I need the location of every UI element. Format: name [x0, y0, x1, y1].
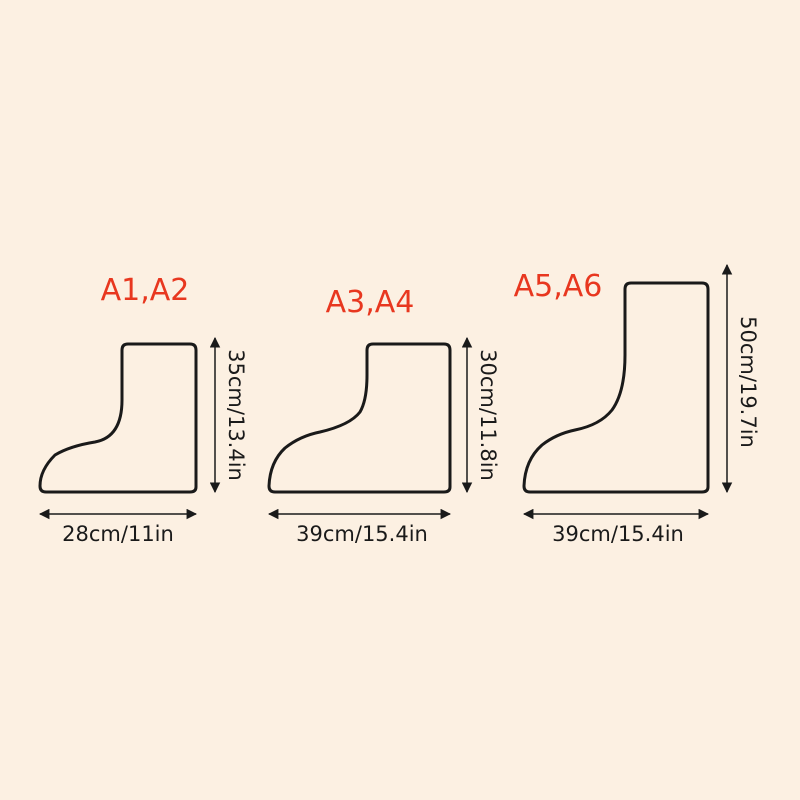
width-label-a3-a4: 39cm/15.4in	[296, 522, 428, 546]
size-label-a5-a6: A5,A6	[514, 269, 603, 304]
size-group-a5-a6: A5,A6 50cm/19.7in 39cm/15.4in	[514, 263, 760, 546]
height-label-a1-a2: 35cm/13.4in	[224, 349, 248, 481]
size-group-a1-a2: A1,A2 35cm/13.4in 28cm/11in	[38, 273, 248, 546]
width-label-a1-a2: 28cm/11in	[62, 522, 174, 546]
boot-outline-a3-a4	[267, 342, 452, 494]
height-label-a5-a6: 50cm/19.7in	[736, 316, 760, 448]
size-label-a3-a4: A3,A4	[326, 285, 415, 320]
size-label-a1-a2: A1,A2	[101, 273, 190, 308]
width-label-a5-a6: 39cm/15.4in	[552, 522, 684, 546]
boot-outline-a5-a6	[522, 281, 710, 494]
height-label-a3-a4: 30cm/11.8in	[476, 349, 500, 481]
boot-outline-a1-a2	[38, 342, 198, 494]
size-group-a3-a4: A3,A4 30cm/11.8in 39cm/15.4in	[267, 285, 500, 546]
